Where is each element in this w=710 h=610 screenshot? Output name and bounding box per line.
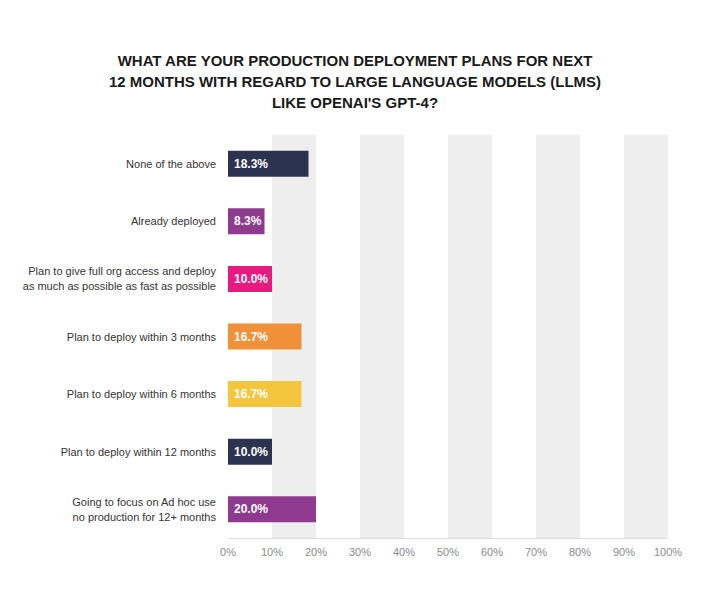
svg-text:None of the above: None of the above (126, 158, 216, 170)
svg-text:40%: 40% (393, 546, 415, 558)
svg-text:16.7%: 16.7% (234, 330, 268, 344)
svg-text:30%: 30% (349, 546, 371, 558)
svg-text:12 MONTHS WITH REGARD TO LARGE: 12 MONTHS WITH REGARD TO LARGE LANGUAGE … (109, 73, 601, 90)
svg-text:16.7%: 16.7% (234, 387, 268, 401)
svg-text:Already deployed: Already deployed (131, 215, 216, 227)
svg-text:Plan to deploy within 3 months: Plan to deploy within 3 months (67, 331, 217, 343)
svg-text:50%: 50% (437, 546, 459, 558)
svg-text:LIKE OPENAI'S GPT-4?: LIKE OPENAI'S GPT-4? (272, 94, 438, 111)
svg-text:as much as possible as fast as: as much as possible as fast as possible (23, 280, 216, 292)
svg-text:Going to focus on Ad hoc use: Going to focus on Ad hoc use (72, 496, 216, 508)
svg-text:Plan to deploy within 12 month: Plan to deploy within 12 months (61, 446, 217, 458)
svg-text:20.0%: 20.0% (234, 502, 268, 516)
svg-text:no production for 12+ months: no production for 12+ months (73, 511, 217, 523)
svg-text:Plan to give full org access a: Plan to give full org access and deploy (28, 265, 216, 277)
svg-text:80%: 80% (569, 546, 591, 558)
svg-text:Plan to deploy within 6 months: Plan to deploy within 6 months (67, 388, 217, 400)
svg-text:10.0%: 10.0% (234, 445, 268, 459)
svg-text:WHAT ARE YOUR PRODUCTION DEPLO: WHAT ARE YOUR PRODUCTION DEPLOYMENT PLAN… (118, 52, 593, 69)
svg-text:18.3%: 18.3% (234, 157, 268, 171)
svg-text:60%: 60% (481, 546, 503, 558)
svg-text:100%: 100% (654, 546, 682, 558)
svg-text:90%: 90% (613, 546, 635, 558)
svg-text:10.0%: 10.0% (234, 272, 268, 286)
svg-text:20%: 20% (305, 546, 327, 558)
svg-text:10%: 10% (261, 546, 283, 558)
svg-text:8.3%: 8.3% (234, 214, 262, 228)
svg-text:70%: 70% (525, 546, 547, 558)
svg-text:0%: 0% (220, 546, 236, 558)
